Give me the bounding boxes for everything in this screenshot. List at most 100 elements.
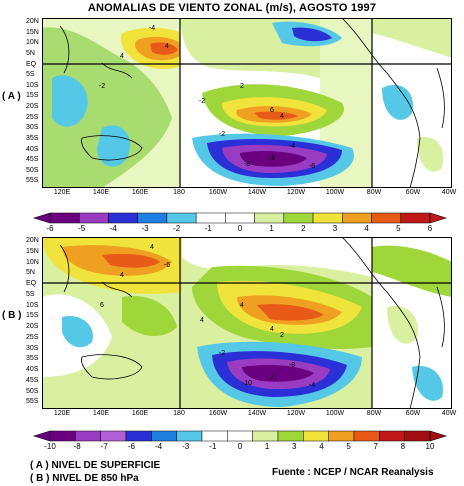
lat-tick: 20N [26,18,39,25]
lat-tick: 55S [26,398,39,406]
colorbar-swatch [49,212,80,224]
lat-tick: 5N [26,269,35,277]
colorbar-swatch [201,430,228,442]
contour-label: 4 [165,43,169,50]
colorbar-label: 4 [364,224,369,233]
lat-tick: 15S [26,312,39,320]
lon-tick: 120W [286,189,306,196]
colorbar-swatch [176,430,203,442]
colorbar-label: 5 [396,224,401,233]
colorbar-swatch [379,430,405,442]
contour-label: -6 [164,262,170,269]
lat-tick: 25S [26,333,39,341]
colorbar-label: -2 [173,224,181,233]
panel-b-label: ( B ) [2,310,22,321]
contour-label: 6 [100,302,104,309]
lat-tick: 50S [26,166,39,174]
contour-label: -4 [309,382,315,389]
colorbar-label: -4 [155,442,163,451]
lat-tick: 35S [26,355,39,363]
lon-tick: 120E [53,189,71,196]
colorbar-label: -8 [73,442,81,451]
lon-tick: 120E [53,410,71,417]
legend-level-b: ( B ) NIVEL DE 850 hPa [30,473,139,484]
colorbar-label: -6 [46,224,54,233]
lat-tick: 50S [26,387,39,395]
lon-tick: 100W [325,410,345,417]
colorbar-label: -10 [44,442,56,451]
lon-tick: 80W [366,189,382,196]
colorbar-left-arrow [32,212,51,224]
panel-a-map: -4 -2 4 2 -2 4 6 -8 -6 -8 -4 -2 4 [42,18,452,188]
lon-tick: 100W [325,189,345,196]
panel-a-colorbar [30,212,450,224]
colorbar-swatch [151,430,177,442]
lat-tick: 10N [26,39,39,47]
contour-label: 2 [280,332,284,339]
colorbar-swatch [100,430,127,442]
colorbar-right-arrow [429,212,448,224]
lat-tick: 20S [26,103,39,110]
colorbar-swatch [283,212,314,224]
colorbar-label: 7 [373,442,378,451]
contour-label: 4 [150,244,154,251]
colorbar-swatch [78,212,109,224]
lat-tick: 5S [26,290,35,298]
lat-tick: 45S [26,376,39,384]
colorbar-swatch [303,430,329,442]
panel-a-label: ( A ) [2,91,21,102]
colorbar-swatch [75,430,101,442]
colorbar-swatch [108,212,138,224]
colorbar-swatch [49,430,76,442]
lon-tick: 140E [92,410,110,417]
lat-tick: 40S [26,366,39,373]
contour-label: 4 [240,302,244,309]
colorbar-label: 3 [292,442,297,451]
colorbar-swatch [371,212,402,224]
colorbar-swatch [137,212,168,224]
lat-tick: 35S [26,134,39,142]
source-credit: Fuente : NCEP / NCAR Reanalysis [272,467,434,478]
legend-level-a: ( A ) NIVEL DE SUPERFICIE [30,460,161,471]
colorbar-swatch [400,212,431,224]
lat-tick: 5S [26,71,35,79]
lon-tick: 60W [405,189,421,196]
contour-label: 4 [280,113,284,120]
contour-label: -6 [309,163,315,170]
lon-tick: 160W [208,189,228,196]
colorbar-swatch [312,212,343,224]
lat-tick: 20S [26,323,39,330]
lat-tick: 55S [26,177,39,185]
panel-b-colorbar-graphic [32,430,448,442]
panel-a-colorbar-graphic [32,212,448,224]
contour-label: 4 [120,53,124,60]
colorbar-label: 0 [237,442,243,451]
colorbar-label: -5 [78,224,86,233]
colorbar-label: -1 [209,442,217,451]
contour-label: -2 [199,98,205,105]
colorbar-swatch [328,430,355,442]
colorbar-swatch [353,430,380,442]
colorbar-label: 1 [269,224,274,233]
contour-label: 2 [240,83,244,90]
colorbar-label: -6 [127,442,135,451]
lon-tick: 140W [247,410,267,417]
lon-tick: 80W [366,410,382,417]
contour-label: 4 [200,317,204,324]
colorbar-left-arrow [32,430,51,442]
lat-tick: 15N [26,247,39,255]
lat-tick: EQ [26,60,37,68]
contour-label: -8 [244,161,250,168]
colorbar-label: 1 [264,442,270,451]
colorbar-label: -7 [100,442,108,451]
lat-tick: 30S [26,124,39,132]
colorbar-label: 5 [346,442,351,451]
lat-tick: 5N [26,49,35,57]
panel-b-colorbar [30,430,450,442]
lon-tick: 160W [208,410,228,417]
colorbar-label: 2 [301,224,306,233]
colorbar-swatch [254,212,285,224]
panel-b-map: 4 6 -6 4 4 2 4 2 -4 -10 -8 -2 4 [42,237,452,409]
colorbar-right-arrow [429,430,448,442]
